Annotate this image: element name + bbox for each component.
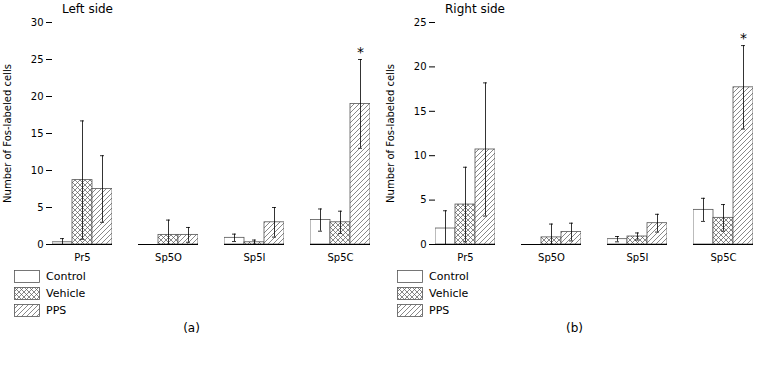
svg-text:Number of Fos-labeled cells: Number of Fos-labeled cells [385,64,396,203]
svg-text:10: 10 [31,165,44,176]
svg-text:Sp5O: Sp5O [155,252,182,263]
svg-text:5: 5 [420,194,426,205]
html-text:Control: Control [46,270,86,283]
svg-text:25: 25 [31,54,44,65]
html-text:(a): (a) [183,321,200,335]
svg-text:20: 20 [414,61,427,72]
svg-text:20: 20 [31,91,44,102]
svg-text:*: * [357,44,364,60]
html-text:(b): (b) [566,321,583,335]
svg-text:25: 25 [414,17,427,28]
html-text:Right side: Right side [445,2,505,16]
svg-text:Sp5I: Sp5I [243,252,265,263]
svg-text:0: 0 [37,239,43,250]
svg-text:15: 15 [31,128,44,139]
html-text:Left side: Left side [62,2,113,16]
html-text:Control: Control [429,270,469,283]
svg-text:Sp5C: Sp5C [710,252,736,263]
svg-text:15: 15 [414,106,427,117]
svg-text:Pr5: Pr5 [74,252,90,263]
svg-text:Sp5O: Sp5O [538,252,565,263]
html-text:Vehicle: Vehicle [429,287,469,300]
svg-text:0: 0 [420,239,426,250]
html-text:PPS: PPS [429,304,450,317]
svg-text:10: 10 [414,150,427,161]
svg-text:Sp5I: Sp5I [626,252,648,263]
html-text:Vehicle: Vehicle [46,287,86,300]
html-text:PPS: PPS [46,304,67,317]
svg-text:30: 30 [31,17,44,28]
svg-text:Sp5C: Sp5C [327,252,353,263]
svg-text:Pr5: Pr5 [457,252,473,263]
svg-text:Number of Fos-labeled cells: Number of Fos-labeled cells [2,64,13,203]
svg-text:*: * [740,30,747,46]
svg-text:5: 5 [37,202,43,213]
